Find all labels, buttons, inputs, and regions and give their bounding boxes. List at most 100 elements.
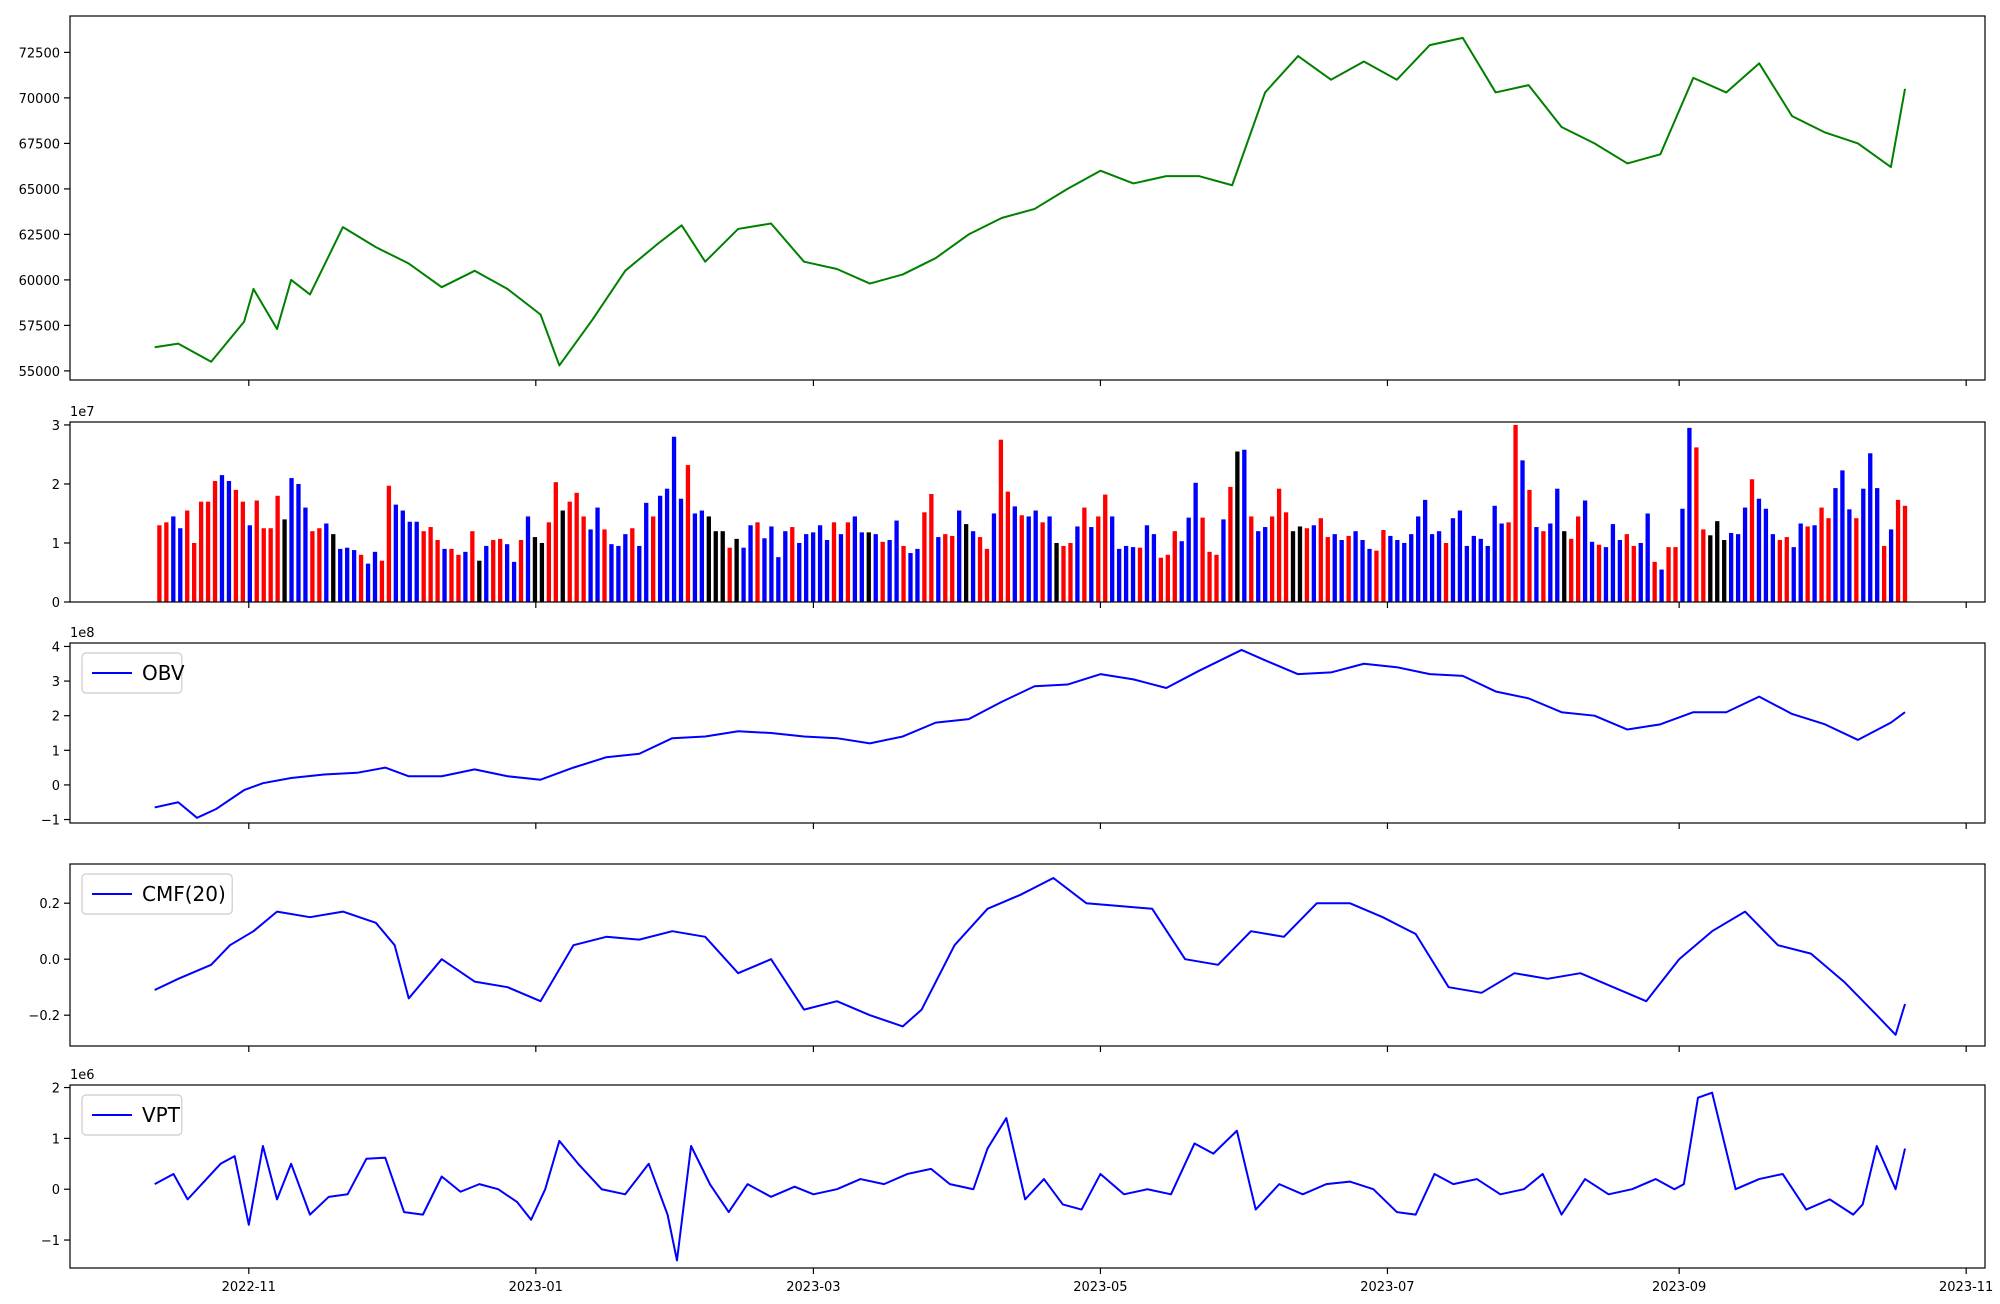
y-tick-label: 60000	[19, 274, 60, 289]
volume-bar	[852, 516, 858, 602]
volume-bar	[1562, 531, 1567, 602]
volume-bar	[303, 507, 308, 602]
volume-bar	[804, 534, 809, 602]
volume-bar	[581, 516, 586, 602]
volume-bar	[1416, 516, 1421, 602]
volume-bar	[1582, 500, 1588, 602]
volume-bar	[205, 501, 211, 602]
volume-bar	[1819, 507, 1824, 602]
x-tick-label: 2022-11	[222, 1280, 276, 1295]
volume-bar	[984, 548, 990, 602]
volume-bar	[817, 525, 823, 602]
volume-bar	[699, 510, 705, 602]
volume-bar	[484, 545, 489, 602]
volume-bar	[1506, 522, 1511, 602]
volume-bar	[1728, 532, 1734, 602]
volume-bar	[810, 532, 816, 602]
volume-bar	[873, 534, 878, 602]
y-tick-label: 1	[52, 1132, 60, 1147]
volume-bar	[1033, 510, 1038, 602]
volume-bar	[1179, 541, 1184, 602]
volume-bar	[1784, 537, 1789, 602]
volume-bar	[1492, 505, 1497, 602]
volume-bar	[1242, 449, 1247, 602]
y-tick-label: 72500	[19, 46, 60, 61]
volume-bar	[1311, 525, 1317, 602]
volume-bar	[1888, 529, 1894, 602]
volume-bar	[518, 540, 524, 602]
volume-bar	[164, 522, 169, 602]
axes-frame	[69, 421, 1986, 603]
y-tick-label: 0	[52, 596, 60, 611]
volume-bar	[1833, 488, 1838, 602]
volume-bar	[1770, 534, 1776, 602]
x-tick-label: 2023-05	[1073, 1280, 1127, 1295]
y-tick-label: 2	[52, 710, 60, 725]
volume-bar	[1881, 545, 1887, 602]
x-tick-label: 2023-11	[1939, 1280, 1993, 1295]
volume-bar	[1381, 530, 1386, 602]
volume-bar	[372, 551, 378, 602]
volume-bar	[1875, 488, 1880, 602]
volume-bar	[435, 540, 440, 602]
volume-bar	[1075, 526, 1080, 602]
volume-bar	[498, 538, 503, 602]
volume-bar	[317, 528, 322, 602]
volume-bar	[1249, 516, 1254, 602]
y-tick-label: 3	[52, 675, 60, 690]
volume-bar	[1054, 542, 1059, 602]
axes-frame	[69, 1084, 1986, 1269]
volume-bar	[1624, 534, 1629, 602]
volume-bar	[477, 560, 482, 602]
volume-bar	[887, 540, 892, 602]
volume-bar	[1638, 542, 1643, 602]
volume-bar	[1805, 526, 1810, 602]
volume-bar	[1715, 521, 1720, 602]
volume-bar	[1541, 531, 1546, 602]
volume-bar	[324, 523, 329, 602]
volume-bar	[831, 522, 837, 602]
y-tick-label: −1	[41, 814, 60, 829]
volume-bar	[685, 465, 691, 602]
y-tick-label: 2	[52, 478, 60, 493]
volume-bar	[1019, 515, 1024, 602]
y-tick-label: 1	[52, 537, 60, 552]
y-tick-label: 0	[52, 1183, 60, 1198]
axis-multiplier: 1e6	[70, 1068, 95, 1083]
volume-bar	[379, 560, 385, 602]
volume-bar	[1485, 545, 1490, 602]
volume-bar	[1395, 540, 1400, 602]
volume-bar	[504, 544, 510, 602]
obv-line	[154, 648, 1906, 819]
volume-bar	[1297, 526, 1303, 602]
legend-box	[81, 873, 233, 915]
volume-bar	[1193, 482, 1198, 602]
volume-bar	[734, 538, 739, 602]
axes-frame	[69, 642, 1986, 824]
volume-bar	[755, 522, 760, 602]
x-tick-label: 2023-09	[1652, 1280, 1706, 1295]
volume-bar	[226, 481, 232, 602]
volume-bar	[1520, 460, 1525, 602]
volume-bar	[741, 547, 746, 602]
y-tick-label: 55000	[19, 365, 60, 380]
volume-bar	[692, 513, 698, 602]
volume-bar	[671, 436, 677, 602]
volume-bar	[1283, 512, 1289, 602]
y-tick-label: 4	[52, 640, 60, 655]
volume-bar	[1756, 498, 1762, 602]
volume-bar	[1429, 534, 1435, 602]
volume-bar	[414, 521, 419, 602]
volume-bar	[1276, 488, 1282, 602]
volume-bar	[1089, 527, 1094, 602]
y-tick-label: 1	[52, 744, 60, 759]
volume-bar	[1631, 545, 1636, 602]
volume-bar	[345, 547, 350, 602]
y-tick-label: 0.0	[39, 953, 60, 968]
x-tick-label: 2023-03	[786, 1280, 840, 1295]
volume-bar	[1263, 527, 1268, 602]
volume-bar	[567, 501, 572, 602]
volume-bar	[546, 522, 552, 602]
volume-bar	[1151, 534, 1157, 602]
